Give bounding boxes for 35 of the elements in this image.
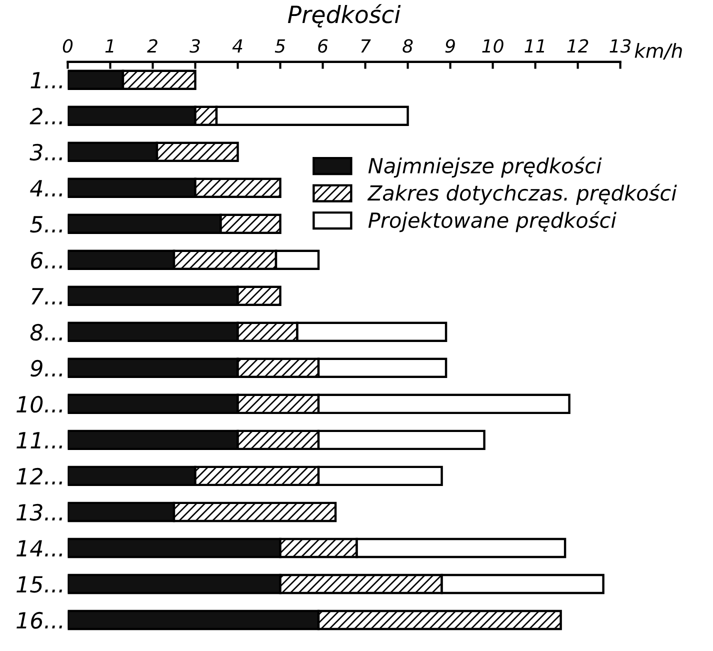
x-tick-label: 6 [318, 39, 328, 53]
y-tick-label: 2... [30, 108, 62, 124]
y-tick-label: 6... [31, 252, 62, 269]
x-axis-title: km/h [634, 43, 682, 60]
x-tick-label: 9 [445, 39, 455, 53]
y-tick-label: 8... [30, 324, 62, 341]
x-tick-label: 10 [482, 39, 504, 53]
x-tick-label: 5 [274, 39, 286, 53]
x-tick-label: 4 [232, 39, 242, 53]
y-tick-label: 9... [30, 360, 62, 377]
y-tick-label: 3... [30, 144, 62, 161]
y-tick-label: 7... [32, 288, 62, 304]
y-tick-label: 5... [30, 216, 62, 233]
y-tick-label: 11... [16, 432, 62, 448]
y-tick-label: 15... [16, 576, 62, 593]
x-tick-label: 3 [190, 39, 200, 53]
x-tick-label: 8 [402, 39, 413, 53]
y-tick-label: 4... [30, 180, 62, 196]
x-tick-label: 11 [524, 39, 544, 53]
y-tick-label: 1... [30, 72, 62, 88]
legend-label: Projektowane prędkości [368, 211, 616, 232]
legend-label: Najmniejsze prędkości [368, 156, 602, 178]
x-tick-label: 13 [610, 39, 631, 53]
y-tick-label: 12... [16, 468, 62, 484]
y-tick-label: 16... [16, 612, 62, 629]
chart-title: Prędkości [288, 4, 401, 28]
x-tick-label: 12 [567, 39, 588, 53]
x-tick-label: 1 [105, 39, 114, 53]
y-tick-label: 10... [16, 396, 62, 413]
x-tick-label: 0 [62, 39, 73, 53]
x-tick-label: 7 [361, 39, 371, 53]
x-tick-label: 2 [147, 39, 158, 53]
y-tick-label: 14... [16, 540, 62, 556]
legend-label: Zakres dotychczas. prędkości [367, 184, 677, 205]
y-tick-label: 13... [16, 504, 62, 521]
